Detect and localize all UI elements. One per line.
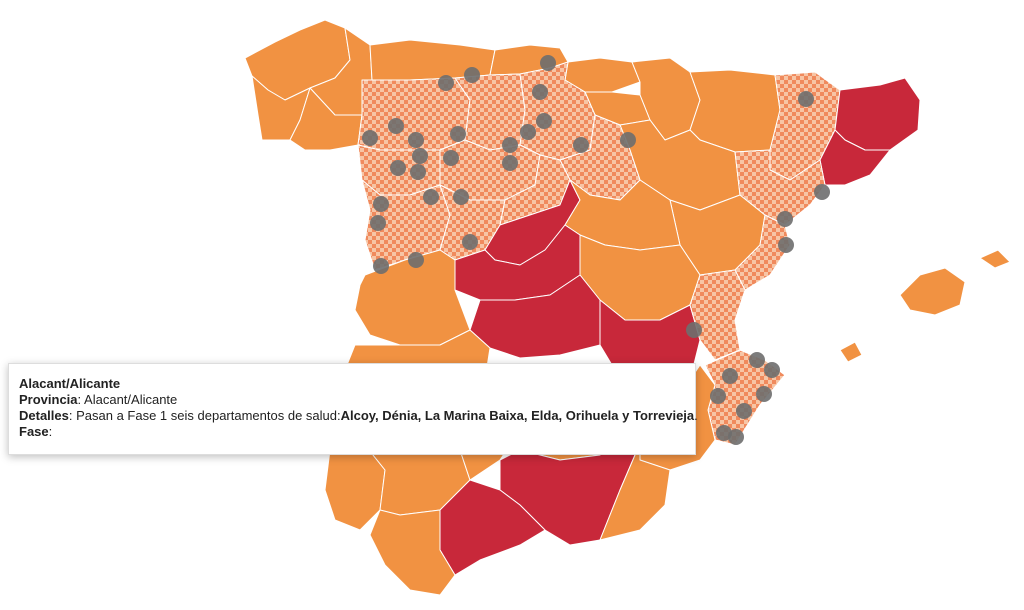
health-area-marker[interactable] — [464, 67, 480, 83]
health-area-marker[interactable] — [412, 148, 428, 164]
health-area-marker[interactable] — [388, 118, 404, 134]
health-area-marker[interactable] — [423, 189, 439, 205]
health-area-marker[interactable] — [438, 75, 454, 91]
health-area-marker[interactable] — [408, 252, 424, 268]
province-castellon[interactable] — [734, 214, 791, 291]
tooltip-detalles-end: . — [694, 408, 698, 423]
tooltip-region-name: Alacant/Alicante — [19, 376, 121, 391]
tooltip-provincia-value: Alacant/Alicante — [84, 392, 178, 407]
health-area-dots — [362, 55, 830, 445]
health-area-marker[interactable] — [502, 137, 518, 153]
health-area-marker[interactable] — [536, 113, 552, 129]
tooltip-detalles-label: Detalles — [19, 408, 69, 423]
tooltip-provincia-row: Provincia: Alacant/Alicante — [19, 392, 178, 407]
health-area-marker[interactable] — [408, 132, 424, 148]
health-area-marker[interactable] — [370, 215, 386, 231]
health-area-marker[interactable] — [373, 196, 389, 212]
tooltip-detalles-text: Pasan a Fase 1 seis departamentos de sal… — [76, 408, 341, 423]
tooltip-fase-row: Fase: — [19, 424, 53, 439]
health-area-marker[interactable] — [736, 403, 752, 419]
province-girona[interactable] — [834, 77, 921, 151]
region-tooltip: Alacant/Alicante Provincia: Alacant/Alic… — [8, 363, 698, 455]
health-area-marker[interactable] — [777, 211, 793, 227]
health-area-marker[interactable] — [373, 258, 389, 274]
health-area-marker[interactable] — [450, 126, 466, 142]
health-area-marker[interactable] — [520, 124, 536, 140]
health-area-marker[interactable] — [540, 55, 556, 71]
health-area-marker[interactable] — [756, 386, 772, 402]
health-area-marker[interactable] — [710, 388, 726, 404]
health-area-marker[interactable] — [778, 237, 794, 253]
province-huesca[interactable] — [689, 69, 781, 153]
health-area-marker[interactable] — [728, 429, 744, 445]
tooltip-detalles-list: Alcoy, Dénia, La Marina Baixa, Elda, Ori… — [340, 408, 695, 423]
health-area-marker[interactable] — [390, 160, 406, 176]
health-area-marker[interactable] — [453, 189, 469, 205]
tooltip-provincia-label: Provincia — [19, 392, 78, 407]
health-area-marker[interactable] — [686, 322, 702, 338]
health-area-marker[interactable] — [749, 352, 765, 368]
health-area-marker[interactable] — [814, 184, 830, 200]
health-area-marker[interactable] — [443, 150, 459, 166]
province-cadiz[interactable] — [369, 509, 456, 596]
island-menorca[interactable] — [979, 249, 1011, 269]
health-area-marker[interactable] — [532, 84, 548, 100]
health-area-marker[interactable] — [502, 155, 518, 171]
island-ibiza[interactable] — [839, 341, 863, 363]
health-area-marker[interactable] — [462, 234, 478, 250]
province-albacete[interactable] — [599, 299, 701, 381]
health-area-marker[interactable] — [573, 137, 589, 153]
tooltip-fase-label: Fase — [19, 424, 49, 439]
health-area-marker[interactable] — [764, 362, 780, 378]
health-area-marker[interactable] — [410, 164, 426, 180]
health-area-marker[interactable] — [362, 130, 378, 146]
health-area-marker[interactable] — [620, 132, 636, 148]
health-area-marker[interactable] — [798, 91, 814, 107]
tooltip-title-row: Alacant/Alicante — [19, 376, 685, 392]
health-area-marker[interactable] — [722, 368, 738, 384]
tooltip-detalles-row: Detalles: Pasan a Fase 1 seis departamen… — [19, 408, 698, 423]
island-mallorca[interactable] — [899, 267, 966, 316]
